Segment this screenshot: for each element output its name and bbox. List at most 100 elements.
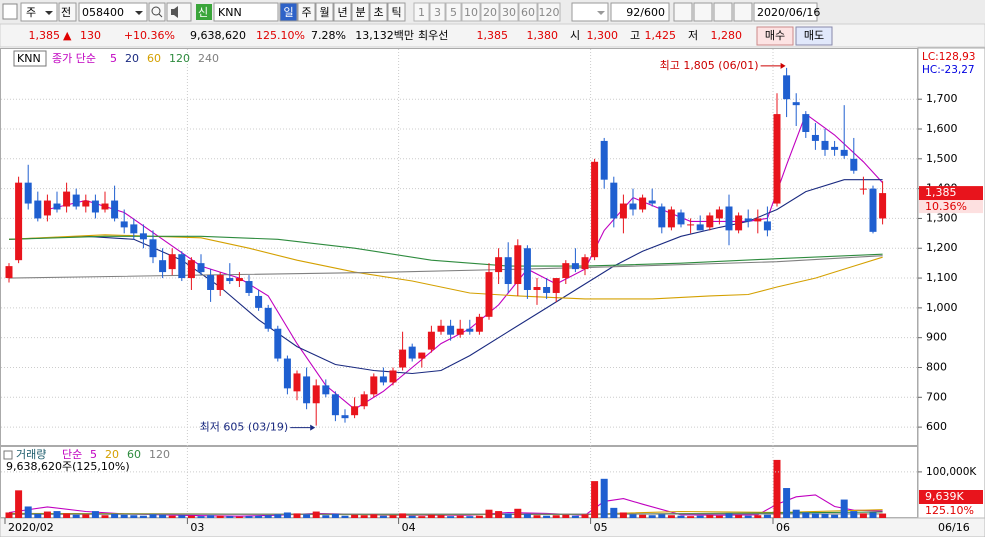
volume-bar	[63, 513, 71, 518]
volume-bar	[351, 514, 359, 518]
volume-bar	[475, 515, 483, 518]
volume-bar	[783, 488, 791, 518]
symbol-box	[13, 50, 47, 67]
candle-body	[72, 194, 80, 207]
volume-bar	[235, 516, 243, 518]
interval-button[interactable]	[429, 2, 446, 22]
settings-button[interactable]	[733, 2, 753, 22]
date: 2020/06/16	[757, 6, 820, 19]
sound-button[interactable]	[166, 2, 192, 22]
interval-button[interactable]	[518, 2, 538, 22]
x-tick-label: 2020/02	[8, 521, 54, 534]
count-input[interactable]	[610, 2, 670, 22]
candle-body	[495, 257, 503, 273]
candle-body	[24, 182, 32, 204]
candle-body	[610, 182, 618, 219]
period-button[interactable]	[333, 2, 352, 22]
volume-bar	[379, 515, 387, 518]
unit-select[interactable]	[571, 2, 609, 22]
volume-bar	[187, 515, 195, 518]
volume-bar	[255, 515, 263, 518]
volume-bar	[677, 515, 685, 518]
candle-body	[53, 203, 61, 210]
volume-bar	[879, 513, 887, 518]
candle-body	[120, 221, 128, 228]
period-button[interactable]	[297, 2, 316, 22]
bid: 1,380	[527, 29, 559, 42]
candle-body	[322, 385, 330, 395]
period-button[interactable]	[387, 2, 406, 22]
period-button[interactable]	[369, 2, 388, 22]
volume-title: 거래량	[16, 448, 46, 461]
legend-entry: 120	[169, 52, 190, 65]
code-input[interactable]	[78, 2, 148, 22]
candle-body	[687, 224, 695, 226]
y-tick-label: 700	[926, 390, 947, 403]
candle-body	[5, 266, 13, 279]
interval-button[interactable]	[461, 2, 481, 22]
pct-box	[919, 200, 983, 214]
current-price-box	[919, 186, 983, 201]
date-input[interactable]	[753, 2, 818, 22]
volume-bar	[408, 515, 416, 518]
interval-button[interactable]	[480, 2, 500, 22]
candle-body	[514, 245, 522, 285]
sell-button[interactable]	[795, 26, 833, 46]
interval-button[interactable]	[499, 2, 519, 22]
menu-icon[interactable]	[2, 3, 18, 20]
volume: 9,638,620	[190, 29, 246, 42]
candle-body	[648, 200, 656, 204]
volume-ma-legend: 단순	[62, 448, 82, 461]
arrow: ▲	[63, 29, 72, 42]
period-button[interactable]	[351, 2, 370, 22]
prev-button[interactable]	[58, 2, 77, 22]
volume-bar	[485, 509, 493, 518]
tool-button[interactable]	[673, 2, 693, 22]
x-tick-label: 04	[402, 521, 416, 534]
volume-bar	[34, 513, 42, 518]
volume-bar	[687, 516, 695, 518]
interval: 3	[434, 6, 441, 19]
period: 주	[301, 6, 311, 19]
name-input[interactable]	[213, 2, 279, 22]
interval-button[interactable]	[413, 2, 430, 22]
volume-bar	[24, 506, 32, 518]
candle-body	[783, 75, 791, 100]
price: 1,385	[29, 29, 61, 42]
volume-bar	[149, 514, 157, 518]
legend-entry: 60	[147, 52, 161, 65]
period-button[interactable]	[279, 2, 298, 22]
low-label: 저	[688, 29, 698, 42]
turnover: 7.28%	[311, 29, 346, 42]
search-button[interactable]	[148, 2, 166, 22]
market-select[interactable]	[20, 2, 58, 22]
candle-body	[475, 316, 483, 332]
interval-button[interactable]	[445, 2, 462, 22]
candle-body	[149, 239, 157, 258]
volume-bar	[591, 481, 599, 518]
volume-bar	[715, 515, 723, 518]
candle-body	[581, 257, 589, 270]
buy-button[interactable]	[756, 26, 794, 46]
candle-body	[831, 146, 839, 150]
y-tick-label: 1,600	[926, 122, 958, 135]
period-button[interactable]	[315, 2, 334, 22]
volume-bar	[389, 515, 397, 518]
x-tick-label: 06	[776, 521, 790, 534]
candle-body	[111, 200, 119, 219]
volume-bar	[245, 516, 253, 518]
volume-bar	[571, 515, 579, 518]
interval-button[interactable]	[537, 2, 561, 22]
volume-bar	[610, 507, 618, 518]
candle-body	[341, 415, 349, 419]
volume-bar	[370, 514, 378, 518]
candle-body	[792, 102, 800, 106]
legend-entry: 240	[198, 52, 219, 65]
last-date: 06/16	[938, 521, 970, 534]
volume-bar	[792, 509, 800, 518]
save-button[interactable]	[713, 2, 733, 22]
tool-button[interactable]	[693, 2, 713, 22]
high: 1,425	[645, 29, 677, 42]
candle-body	[543, 287, 551, 293]
candle-body	[523, 248, 531, 290]
